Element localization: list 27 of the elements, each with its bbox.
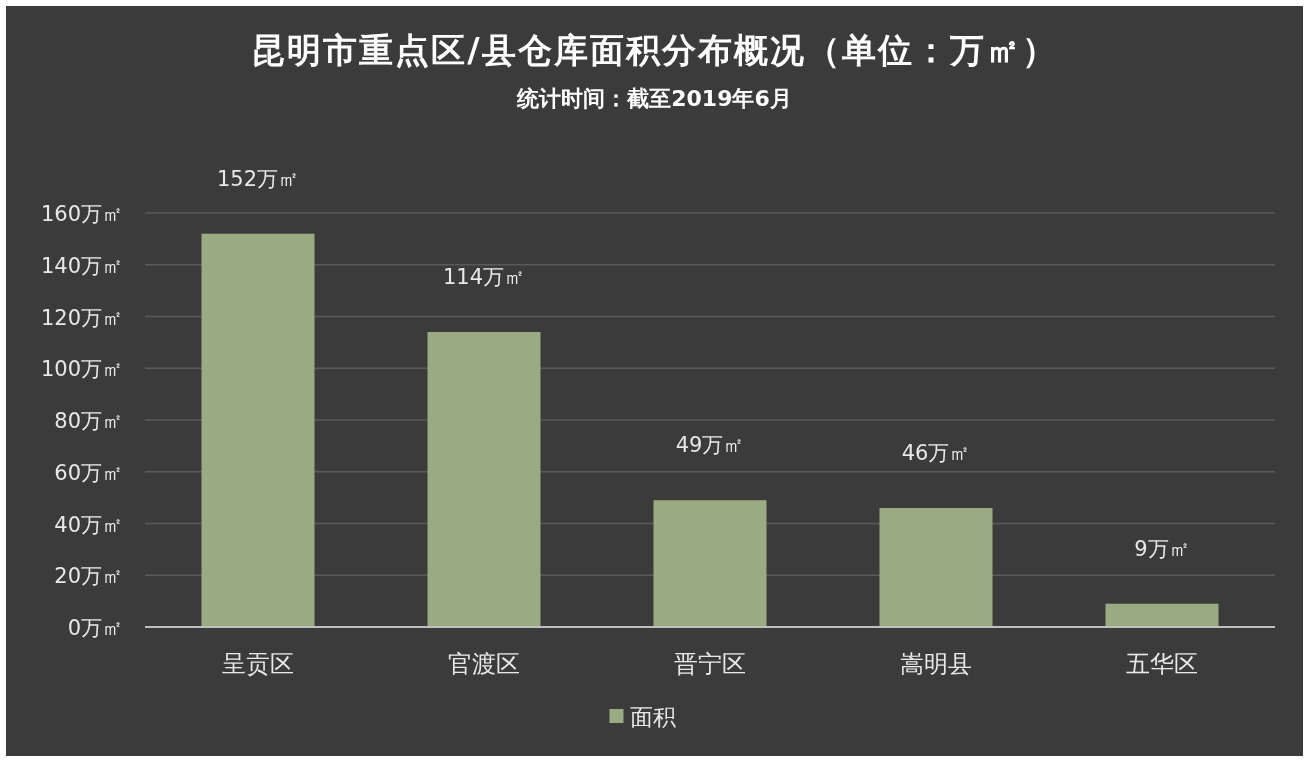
y-tick-label: 60万㎡	[54, 460, 123, 485]
bar	[879, 507, 993, 627]
y-tick-label: 120万㎡	[40, 305, 123, 330]
y-tick-label: 100万㎡	[40, 357, 123, 382]
y-tick-label: 160万㎡	[40, 202, 123, 226]
y-tick-label: 140万㎡	[40, 253, 123, 278]
bar	[1105, 603, 1219, 627]
data-label: 9万㎡	[1134, 536, 1190, 561]
y-tick-label: 40万㎡	[54, 512, 123, 537]
data-label: 114万㎡	[442, 265, 526, 290]
data-label: 152万㎡	[216, 166, 300, 191]
bar	[653, 500, 767, 627]
y-tick-label: 80万㎡	[54, 409, 123, 433]
x-tick-label: 呈贡区	[222, 650, 294, 678]
x-tick-label: 官渡区	[448, 650, 520, 678]
x-tick-label: 嵩明县	[900, 650, 972, 678]
legend-label: 面积	[629, 704, 676, 730]
data-label: 46万㎡	[901, 440, 971, 465]
y-tick-label: 0万㎡	[67, 616, 123, 640]
chart-subtitle: 统计时间：截至2019年6月	[516, 86, 792, 111]
chart-title: 昆明市重点区/县仓库面积分布概况（单位：万㎡）	[251, 30, 1058, 70]
data-label: 49万㎡	[675, 433, 745, 458]
x-tick-label: 五华区	[1126, 650, 1198, 678]
bar	[201, 233, 315, 627]
bar	[427, 332, 541, 627]
x-tick-label: 晋宁区	[674, 650, 746, 678]
y-tick-label: 20万㎡	[54, 564, 123, 589]
